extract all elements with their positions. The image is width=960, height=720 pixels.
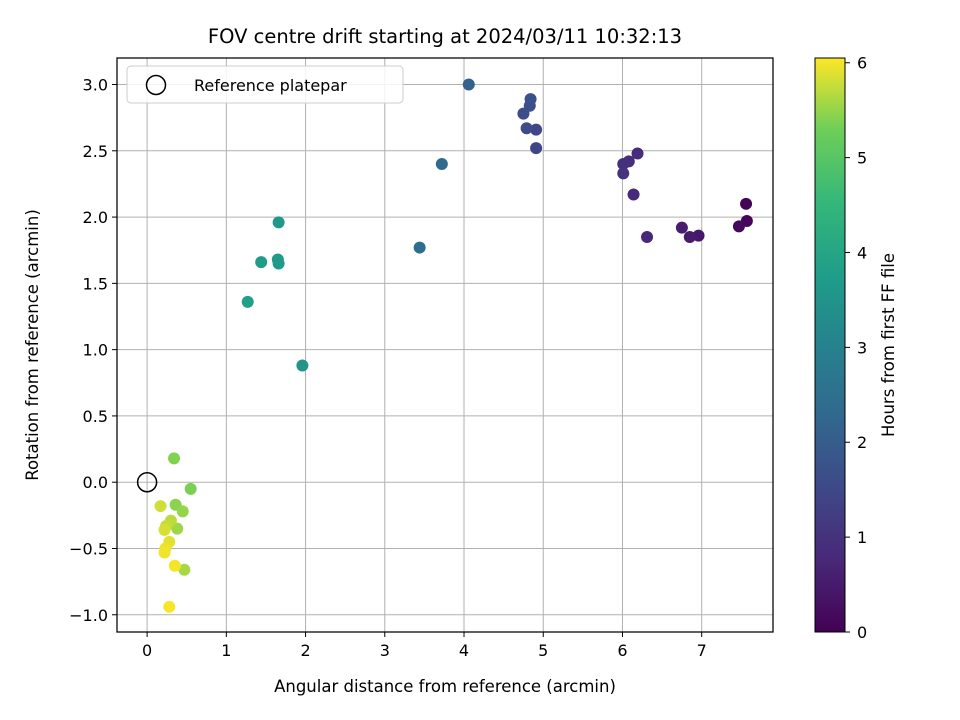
colorbar-tick-label: 4 [857, 243, 867, 262]
colorbar-tick-label: 1 [857, 528, 867, 547]
legend: Reference platepar [126, 65, 404, 104]
x-tick-label: 4 [459, 641, 469, 660]
data-point [530, 142, 543, 155]
data-point [413, 241, 426, 254]
x-tick-label: 0 [142, 641, 152, 660]
x-axis-ticks: 0 1 2 3 4 5 6 7 [142, 632, 707, 660]
x-tick-label: 1 [221, 641, 231, 660]
colorbar-tick-label: 2 [857, 433, 867, 452]
legend-entry-reference-platepar: Reference platepar [194, 76, 347, 95]
reference-platepar-marker [136, 471, 158, 493]
legend-box [126, 65, 404, 104]
data-point [520, 122, 533, 135]
colorbar-tick-label: 6 [857, 54, 867, 73]
y-axis-label: Rotation from reference (arcmin) [23, 209, 42, 481]
data-point [435, 158, 448, 171]
colorbar-tick-label: 5 [857, 149, 867, 168]
data-point [641, 230, 654, 243]
y-tick-label: −0.5 [69, 539, 108, 558]
data-point [272, 257, 285, 270]
reference-marker-layer [136, 471, 158, 493]
data-point [255, 256, 268, 269]
data-point [168, 452, 181, 465]
legend-reference-marker-icon [145, 74, 167, 96]
data-point [631, 147, 644, 160]
data-point [158, 546, 171, 559]
colorbar-tick-label: 0 [857, 623, 867, 642]
grid-lines [117, 58, 773, 632]
plot-area-frame [116, 57, 774, 633]
data-point [296, 359, 309, 372]
data-point [462, 78, 475, 91]
data-point [241, 295, 254, 308]
data-point [178, 563, 191, 576]
x-axis-label: Angular distance from reference (arcmin) [274, 677, 616, 696]
data-point [617, 167, 630, 180]
y-tick-label: 1.0 [83, 341, 108, 360]
x-tick-label: 5 [538, 641, 548, 660]
x-tick-label: 2 [300, 641, 310, 660]
data-point [530, 123, 543, 136]
data-point [740, 197, 753, 210]
colorbar-tick-label: 3 [857, 338, 867, 357]
colorbar-ticks: 0 1 2 3 4 5 6 [845, 54, 867, 642]
data-point [184, 482, 197, 495]
x-tick-label: 7 [697, 641, 707, 660]
data-point [176, 505, 189, 518]
data-point [272, 216, 285, 229]
y-tick-label: −1.0 [69, 606, 108, 625]
data-point [675, 221, 688, 234]
colorbar-label: Hours from first FF file [879, 253, 898, 437]
y-tick-label: 2.5 [83, 142, 108, 161]
y-tick-label: 1.5 [83, 274, 108, 293]
x-tick-label: 6 [617, 641, 627, 660]
data-point [732, 220, 745, 233]
y-tick-label: 0.0 [83, 473, 108, 492]
data-points [154, 78, 753, 613]
colorbar: 0 1 2 3 4 5 6 Hours from first FF file [814, 54, 898, 642]
data-point [627, 188, 640, 201]
colorbar-gradient [814, 57, 846, 633]
y-tick-label: 3.0 [83, 76, 108, 95]
chart-title: FOV centre drift starting at 2024/03/11 … [208, 25, 682, 48]
data-point [617, 158, 630, 171]
y-axis-ticks: −1.0 −0.5 0.0 0.5 1.0 1.5 2.0 2.5 3.0 [69, 76, 117, 625]
data-point [683, 230, 696, 243]
data-point [163, 600, 176, 613]
data-point [168, 559, 181, 572]
data-point [154, 500, 167, 513]
data-point [524, 93, 537, 106]
y-tick-label: 2.0 [83, 208, 108, 227]
y-tick-label: 0.5 [83, 407, 108, 426]
data-point [158, 523, 171, 536]
x-tick-label: 3 [380, 641, 390, 660]
